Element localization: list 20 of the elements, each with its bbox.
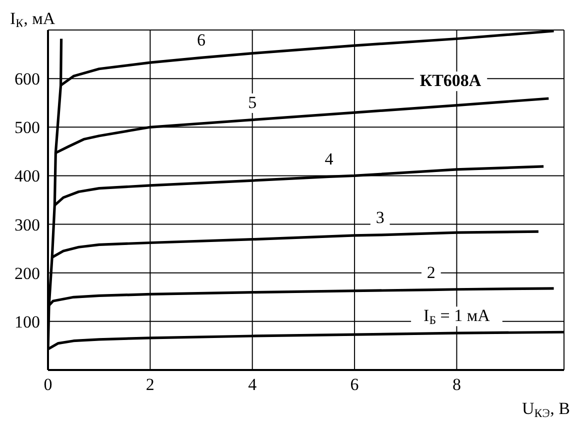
y-axis-title: I$_{К}$, мА — [10, 9, 56, 30]
series-label: 6 — [197, 30, 206, 50]
y-tick-label: 300 — [14, 215, 40, 234]
series-label: 5 — [248, 92, 257, 112]
x-tick-label: 6 — [350, 375, 359, 394]
series-label: 4 — [324, 150, 334, 169]
series-label: 2 — [426, 262, 436, 282]
annotation: КТ608А — [420, 71, 482, 90]
y-tick-label: 100 — [14, 312, 40, 332]
series-label: 3 — [376, 208, 384, 227]
series-label: I$_{Б}$ = 1 мА — [424, 306, 491, 328]
x-tick-label: 0 — [44, 375, 52, 394]
x-tick-label: 2 — [146, 375, 154, 394]
y-tick-label: 200 — [14, 264, 40, 283]
x-tick-label: 4 — [248, 375, 258, 394]
y-tick-label: 600 — [14, 70, 40, 89]
x-axis-title: U$_{КЭ}$, В — [522, 399, 570, 420]
x-tick-label: 8 — [452, 375, 461, 394]
y-tick-label: 500 — [14, 118, 40, 138]
y-tick-label: 400 — [14, 166, 40, 186]
